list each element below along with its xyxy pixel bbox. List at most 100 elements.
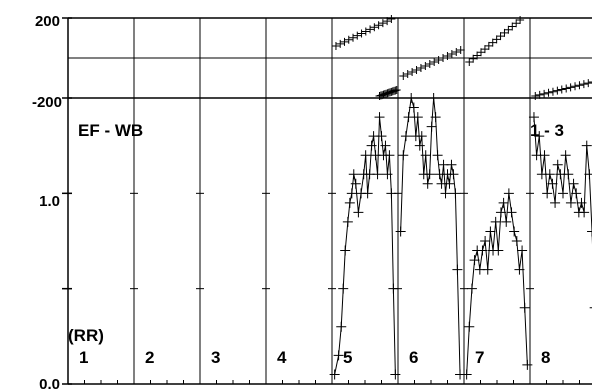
coherence-point-6-4: [406, 93, 417, 103]
coherence-point-7-2: [466, 283, 477, 294]
coherence-point-5-27: [388, 283, 399, 294]
channel-label-3: 3: [211, 348, 220, 367]
phase-point-0-9: [370, 23, 379, 32]
coherence-point-7-9: [485, 226, 496, 237]
coherence-point-6-13: [424, 169, 435, 180]
coherence-point-5-4: [340, 245, 351, 256]
coherence-point-5-28: [390, 369, 401, 380]
plot-frame: [67, 17, 592, 385]
phase-point-3-3: [477, 48, 486, 57]
panel-label-right: 1 - 3: [530, 121, 564, 140]
coherence-point-5-19: [372, 169, 383, 180]
coherence-point-5-21: [376, 131, 387, 142]
coherence-point-5-5: [342, 216, 353, 227]
phase-point-2-13: [456, 46, 465, 54]
phase-point-2-10: [443, 52, 452, 60]
coherence-point-7-17: [506, 207, 517, 218]
coherence-point-7-19: [511, 236, 522, 246]
coherence-point-7-18: [509, 226, 520, 237]
phase-point-2-8: [434, 56, 443, 64]
coherence-point-6-11: [420, 150, 431, 161]
coherence-point-5-20: [374, 112, 385, 123]
coherence-point-5-24: [382, 169, 393, 180]
phase-point-4-6: [557, 85, 566, 94]
coherence-point-7-11: [490, 216, 501, 227]
coherence-point-7-21: [517, 245, 528, 256]
coherence-point-7-3: [469, 255, 480, 266]
coherence-point-6-24: [446, 159, 457, 170]
phase-point-4-11: [579, 80, 588, 89]
channel-label-5: 5: [343, 348, 352, 367]
coherence-point-8-8: [550, 197, 561, 208]
phase-point-2-0: [399, 72, 408, 80]
coherence-point-8-11: [558, 188, 568, 199]
coherence-point-5-9: [350, 178, 361, 189]
phase-point-3-7: [492, 35, 501, 44]
coherence-point-7-22: [519, 302, 530, 313]
coherence-point-7-12: [493, 245, 504, 256]
coherence-point-8-15: [568, 178, 579, 189]
coherence-point-5-6: [344, 197, 355, 208]
phase-point-3-13: [516, 16, 525, 24]
coherence-point-6-9: [416, 131, 427, 142]
coherence-point-8-13: [563, 169, 574, 180]
phase-point-2-2: [408, 68, 417, 76]
coherence-point-8-7: [547, 178, 558, 189]
phase-point-4-7: [562, 84, 571, 93]
coherence-point-8-20: [581, 140, 592, 151]
panel-label-left: EF - WB: [78, 121, 143, 140]
coherence-point-8-0: [528, 112, 539, 123]
phase-point-0-12: [383, 17, 392, 26]
phase-point-2-5: [421, 62, 430, 70]
phase-point-2-3: [412, 66, 421, 74]
coherence-point-6-25: [448, 169, 459, 180]
coherence-point-5-7: [346, 188, 357, 199]
coherence-point-7-0: [461, 369, 472, 380]
phase-point-0-8: [366, 25, 375, 34]
coherence-point-8-16: [571, 188, 582, 199]
phase-point-4-0: [531, 92, 540, 100]
channel-label-8: 8: [541, 348, 550, 367]
bottom-ytick-label-0: 0.0: [39, 376, 60, 389]
coherence-point-6-23: [444, 178, 455, 189]
coherence-point-8-2: [534, 131, 545, 142]
coherence-point-5-10: [353, 207, 364, 218]
phase-point-0-1: [336, 39, 345, 48]
coherence-point-8-9: [552, 159, 563, 170]
phase-point-4-9: [571, 82, 580, 91]
channel-label-1: 1: [79, 348, 88, 367]
phase-point-3-12: [512, 19, 521, 28]
coherence-point-5-23: [380, 140, 391, 151]
series-line-channel-6: [400, 97, 461, 375]
coherence-point-8-12: [560, 150, 571, 161]
coherence-point-5-0: [329, 369, 340, 380]
phase-point-3-2: [473, 51, 482, 60]
phase-point-4-12: [584, 79, 592, 88]
phase-point-2-11: [447, 50, 456, 58]
phase-point-4-3: [544, 88, 553, 97]
phase-point-4-2: [540, 89, 549, 98]
top-ytick-label-200: 200: [35, 13, 60, 30]
channel-label-2: 2: [145, 348, 154, 367]
coherence-point-6-0: [395, 226, 406, 237]
phase-point-3-1: [469, 54, 478, 63]
coherence-point-6-15: [428, 93, 439, 103]
coherence-point-6-3: [403, 112, 414, 123]
coherence-point-8-4: [539, 150, 550, 161]
channel-label-7: 7: [475, 348, 484, 367]
phase-point-3-11: [508, 22, 517, 31]
coherence-point-6-1: [398, 150, 409, 161]
coherence-point-7-20: [514, 264, 525, 275]
coherence-point-7-7: [480, 236, 491, 246]
channel-label-6: 6: [409, 348, 418, 367]
phase-point-0-13: [387, 15, 396, 23]
coherence-point-7-13: [495, 207, 506, 218]
coherence-point-6-2: [400, 131, 411, 142]
coherence-point-7-6: [477, 245, 488, 256]
phase-point-3-8: [496, 32, 505, 41]
phase-point-0-6: [357, 29, 366, 38]
coherence-point-5-2: [336, 321, 347, 332]
data-marks: [329, 15, 592, 380]
coherence-point-5-13: [360, 150, 371, 161]
